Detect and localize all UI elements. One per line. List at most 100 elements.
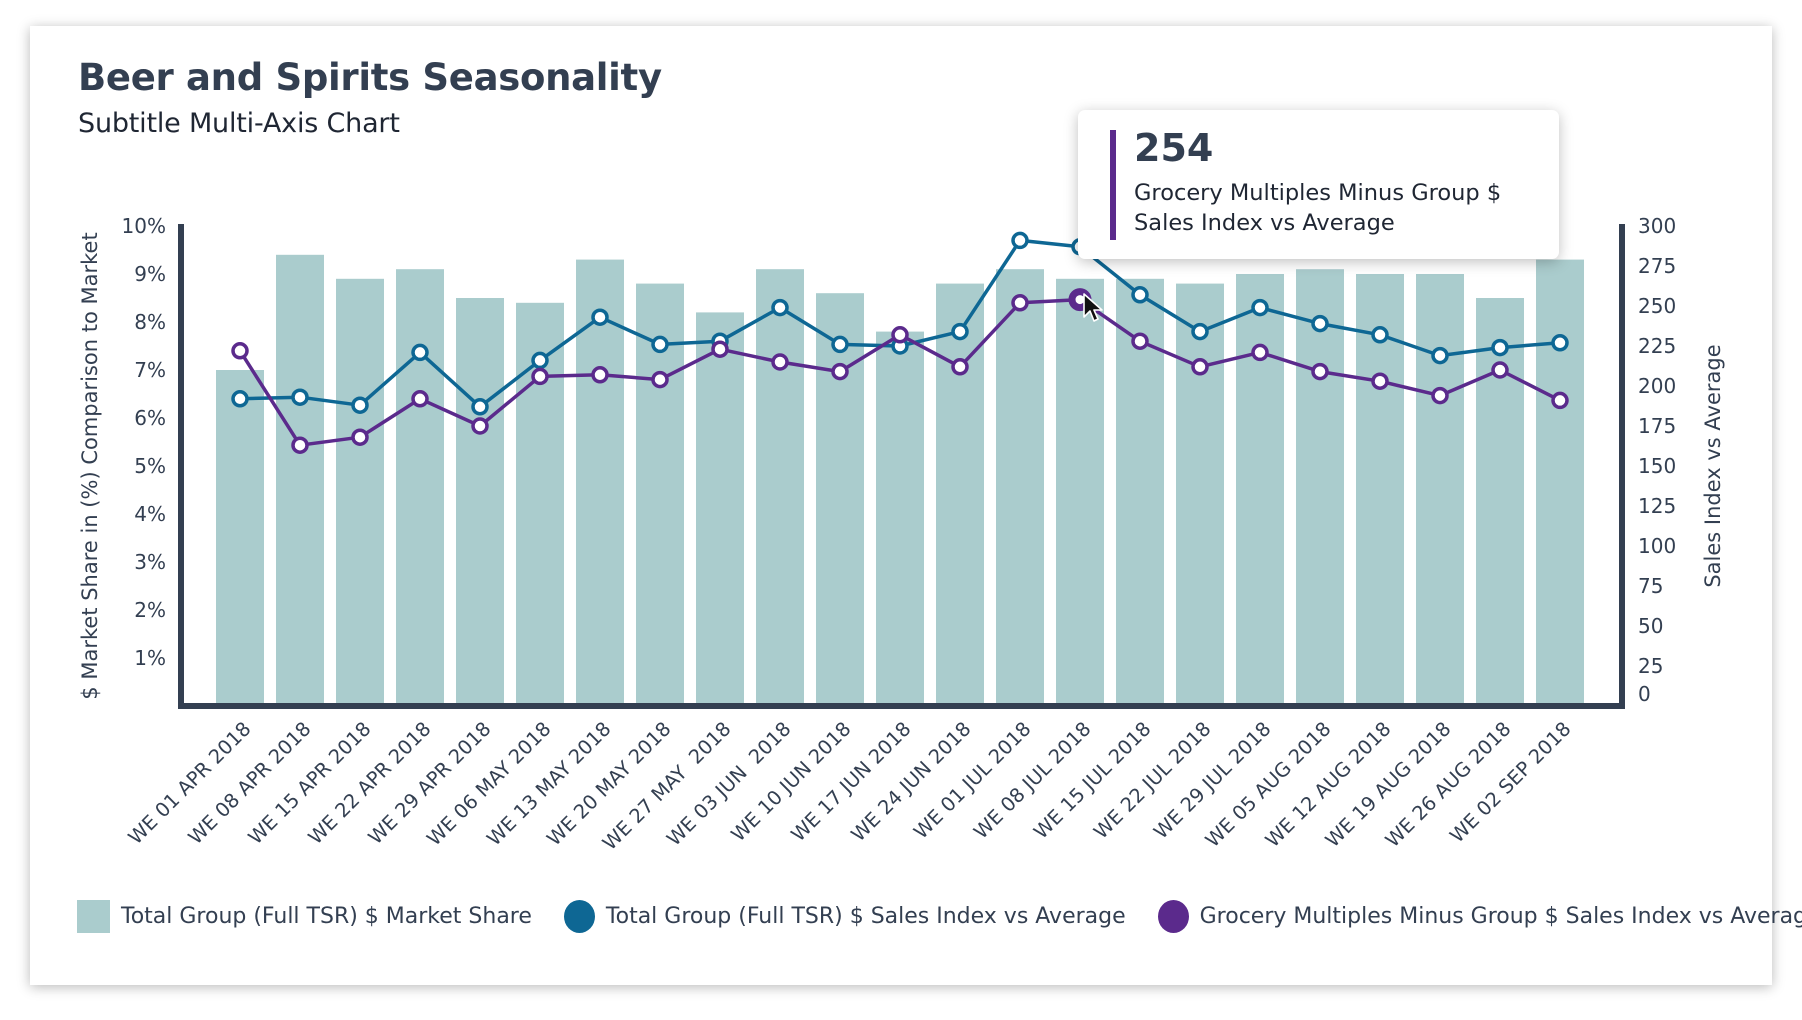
right-tick-label: 125 <box>1638 494 1676 518</box>
data-point[interactable] <box>1011 231 1029 250</box>
data-point[interactable] <box>1191 322 1209 341</box>
data-point[interactable] <box>351 396 369 414</box>
data-point[interactable] <box>771 353 789 371</box>
data-point[interactable] <box>1131 332 1149 350</box>
bar[interactable] <box>1116 278 1164 706</box>
data-point[interactable] <box>1251 298 1269 317</box>
data-point[interactable] <box>1491 361 1509 379</box>
bar[interactable] <box>1056 278 1104 706</box>
left-tick-label: 2% <box>134 598 166 622</box>
right-tick-label: 250 <box>1638 294 1676 318</box>
right-tick-label: 75 <box>1638 574 1663 598</box>
left-tick-label: 6% <box>134 406 166 430</box>
data-point[interactable] <box>1191 358 1209 376</box>
data-point[interactable] <box>1131 286 1149 304</box>
bar[interactable] <box>1296 269 1344 706</box>
data-point[interactable] <box>1371 372 1389 390</box>
legend-label: Total Group (Full TSR) $ Sales Index vs … <box>605 903 1126 929</box>
left-tick-label: 5% <box>134 454 166 478</box>
right-tick-label: 100 <box>1638 534 1676 558</box>
data-point[interactable] <box>1251 343 1269 362</box>
data-point[interactable] <box>951 358 969 376</box>
right-axis-title: Sales Index vs Average <box>1701 344 1725 587</box>
bar[interactable] <box>1416 274 1464 706</box>
bar[interactable] <box>816 293 864 706</box>
data-point[interactable] <box>1311 314 1329 333</box>
right-tick-label: 225 <box>1638 334 1676 358</box>
data-point[interactable] <box>891 326 909 344</box>
data-point[interactable] <box>831 362 849 381</box>
bar[interactable] <box>996 269 1044 706</box>
right-tick-label: 150 <box>1638 454 1676 478</box>
bar[interactable] <box>1476 298 1524 706</box>
axes <box>178 224 1625 709</box>
legend-swatch-circle-icon <box>1157 899 1189 933</box>
data-point[interactable] <box>411 343 429 362</box>
left-tick-label: 4% <box>134 502 166 526</box>
legend-swatch-circle-icon <box>563 899 595 933</box>
data-point[interactable] <box>1551 391 1569 410</box>
bar[interactable] <box>876 331 924 706</box>
legend-item-grocery-sales-index[interactable]: Grocery Multiples Minus Group $ Sales In… <box>1157 899 1802 933</box>
bar[interactable] <box>756 269 804 706</box>
data-point[interactable] <box>531 351 549 370</box>
data-point[interactable] <box>291 388 309 406</box>
data-point[interactable] <box>411 390 429 408</box>
bar[interactable] <box>1236 274 1284 706</box>
data-point[interactable] <box>651 335 669 354</box>
bar[interactable] <box>576 259 624 706</box>
data-point[interactable] <box>1491 338 1509 357</box>
bar[interactable] <box>696 312 744 706</box>
data-point[interactable] <box>951 322 969 341</box>
data-point[interactable] <box>1011 294 1029 312</box>
legend-item-total-sales-index[interactable]: Total Group (Full TSR) $ Sales Index vs … <box>563 899 1126 933</box>
data-point[interactable] <box>591 366 609 384</box>
data-point[interactable] <box>291 436 309 454</box>
legend-label: Total Group (Full TSR) $ Market Share <box>121 903 532 929</box>
data-point[interactable] <box>231 342 249 360</box>
data-point[interactable] <box>531 367 549 386</box>
bar[interactable] <box>456 298 504 706</box>
left-tick-label: 1% <box>134 646 166 670</box>
data-point[interactable] <box>1431 346 1449 365</box>
data-point[interactable] <box>471 398 489 416</box>
data-point[interactable] <box>1551 334 1569 352</box>
bar-series <box>216 254 1584 707</box>
data-point[interactable] <box>651 370 669 389</box>
legend: Total Group (Full TSR) $ Market Share To… <box>77 899 1802 933</box>
right-tick-label: 175 <box>1638 414 1676 438</box>
bar[interactable] <box>216 370 264 706</box>
data-point[interactable] <box>1371 326 1389 344</box>
tooltip: 254 Grocery Multiples Minus Group $ Sale… <box>1078 110 1559 259</box>
legend-item-market-share[interactable]: Total Group (Full TSR) $ Market Share <box>77 899 532 933</box>
right-tick-label: 25 <box>1638 654 1663 678</box>
data-point[interactable] <box>591 308 609 326</box>
legend-label: Grocery Multiples Minus Group $ Sales In… <box>1199 903 1802 929</box>
data-point[interactable] <box>771 298 789 317</box>
data-point[interactable] <box>1311 362 1329 381</box>
right-tick-label: 50 <box>1638 614 1663 638</box>
data-point[interactable] <box>711 340 729 358</box>
chart-title: Beer and Spirits Seasonality <box>78 56 662 99</box>
line-series <box>231 231 1569 454</box>
tooltip-label: Grocery Multiples Minus Group $ Sales In… <box>1134 180 1502 236</box>
bar[interactable] <box>1356 274 1404 706</box>
bar[interactable] <box>636 283 684 706</box>
left-tick-label: 8% <box>134 310 166 334</box>
data-point[interactable] <box>831 335 849 354</box>
right-tick-label: 300 <box>1638 214 1676 238</box>
data-point[interactable] <box>231 390 249 408</box>
bar[interactable] <box>1176 283 1224 706</box>
bar[interactable] <box>396 269 444 706</box>
data-point[interactable] <box>1431 386 1449 405</box>
bar[interactable] <box>936 283 984 706</box>
left-tick-label: 10% <box>122 214 166 238</box>
tooltip-value: 254 <box>1134 126 1214 170</box>
bar[interactable] <box>1536 259 1584 706</box>
bar[interactable] <box>336 278 384 706</box>
bar[interactable] <box>276 254 324 707</box>
data-point[interactable] <box>471 417 489 435</box>
data-point[interactable] <box>351 428 369 446</box>
